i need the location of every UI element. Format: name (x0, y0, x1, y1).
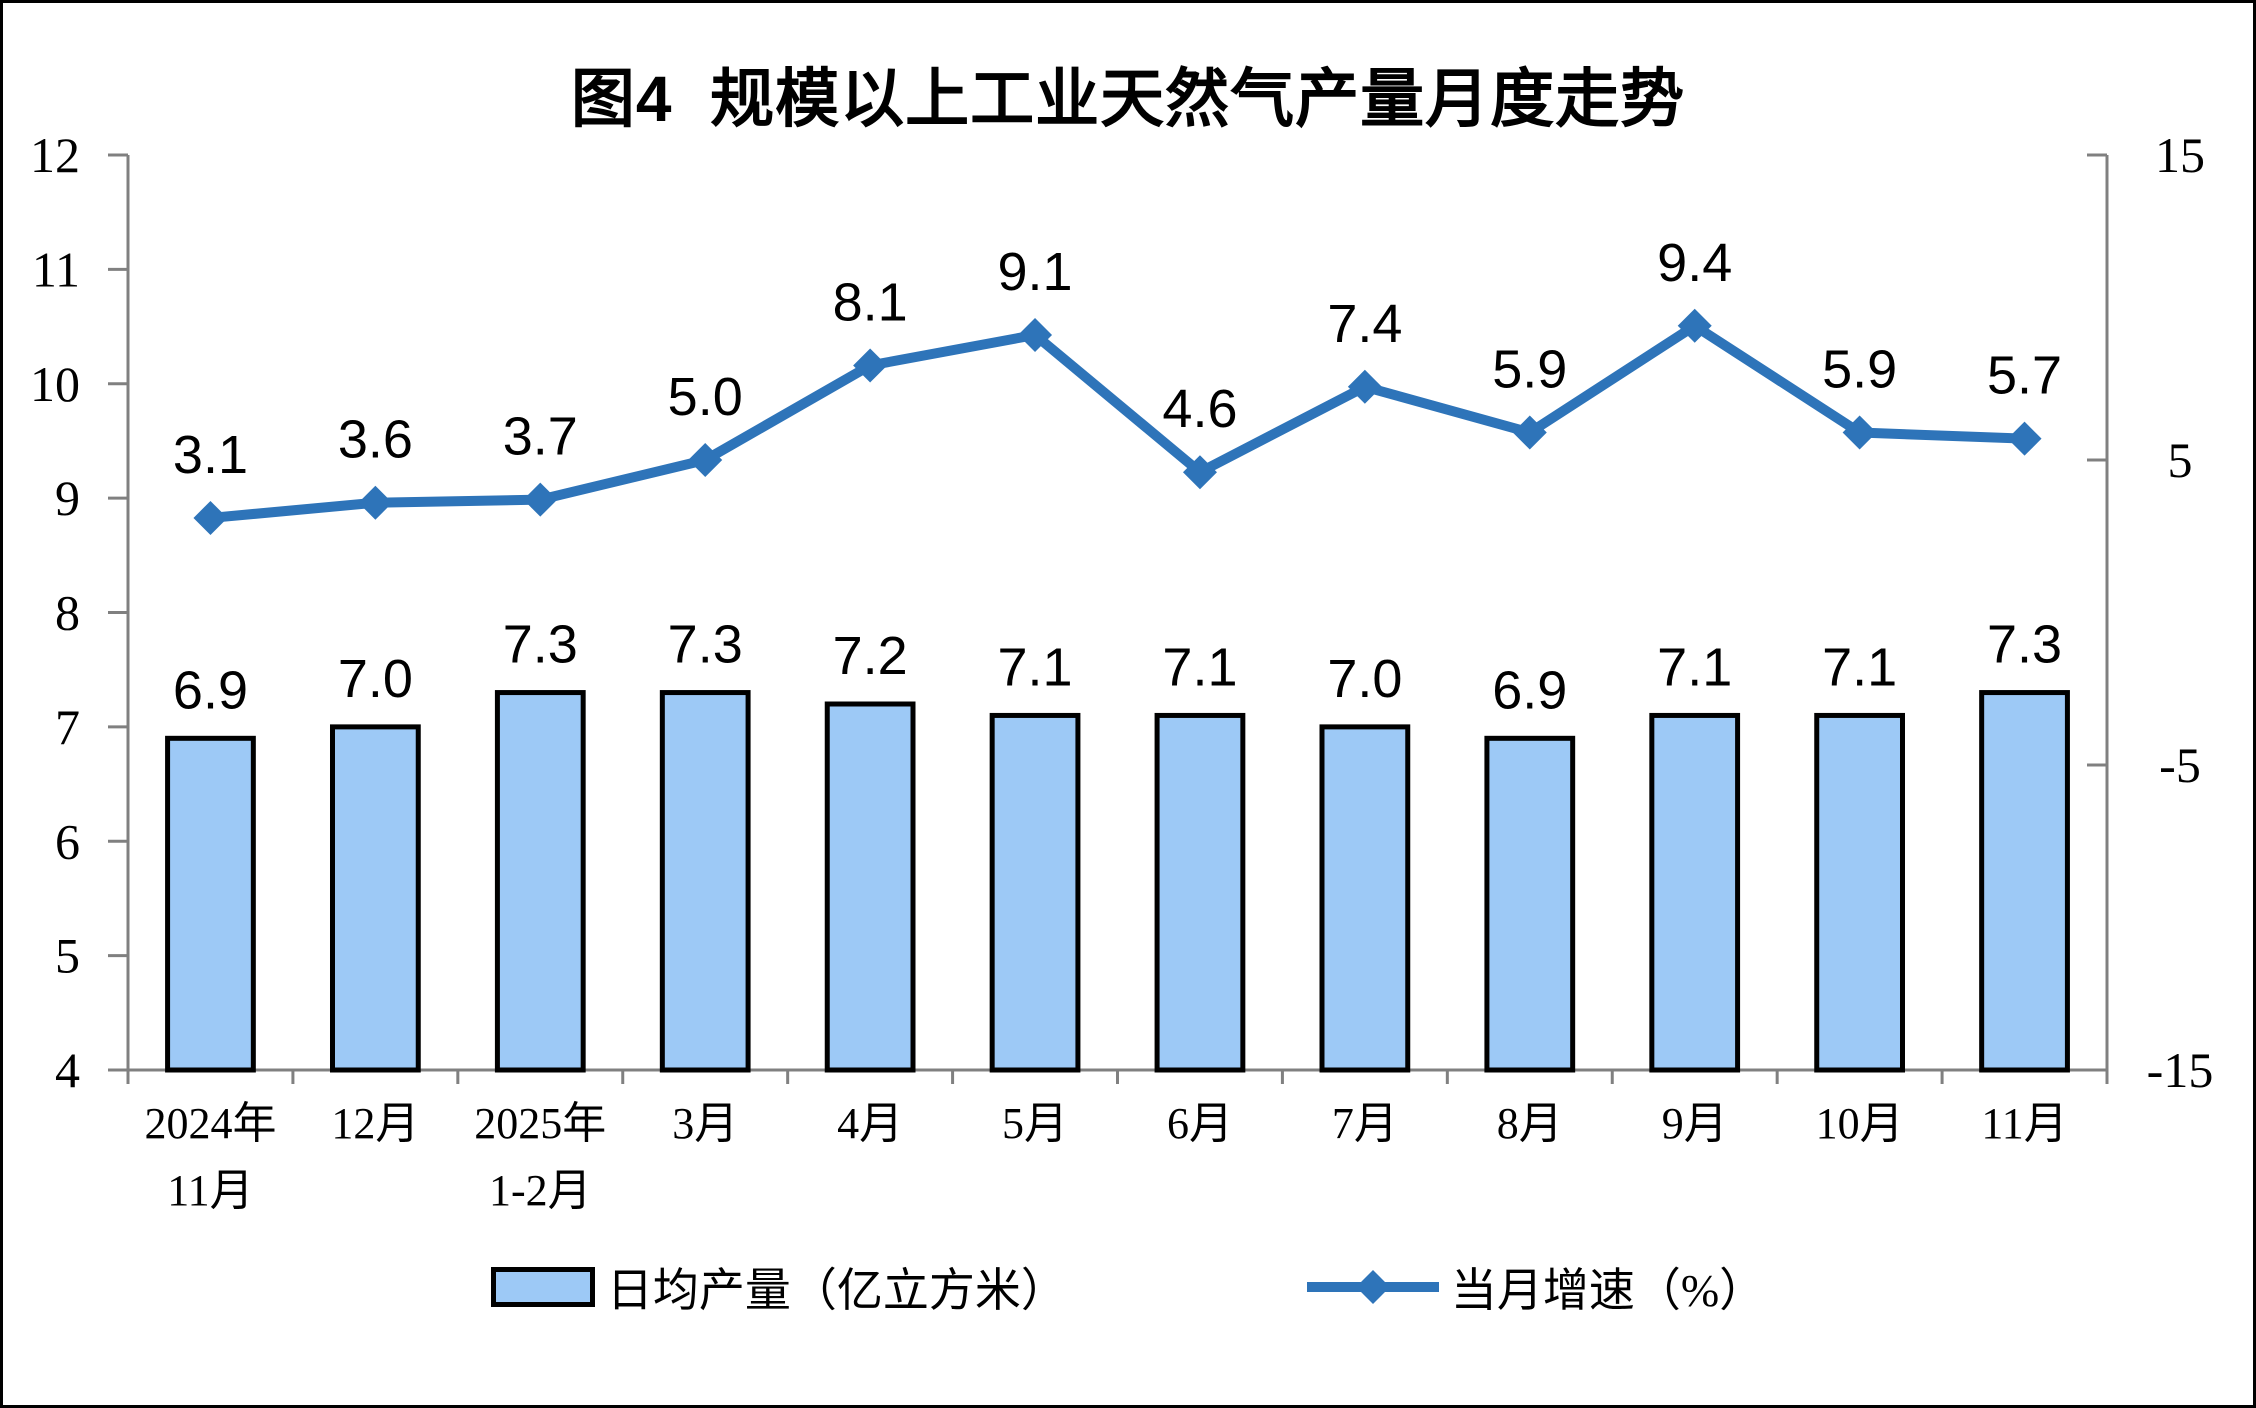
line-marker-diamond-icon (688, 443, 723, 477)
legend-item-growth-rate: 当月增速（%） (1306, 1254, 1766, 1320)
line-value-label: 3.6 (338, 410, 413, 470)
chart-canvas: 4 5 6 7 8 9 10 11 12 -15 -5 5 15 2024年 11月 12月 2025年 1-2月… (30, 127, 2214, 1215)
bar-daily-output (1979, 690, 2070, 1073)
bar-value-label: 7.3 (668, 615, 743, 675)
line-value-label: 9.4 (1657, 233, 1732, 293)
bar-value-label: 7.1 (998, 637, 1073, 697)
line-marker-diamond-icon (853, 348, 888, 383)
right-axis-tick-label: 15 (2155, 127, 2205, 183)
bar-daily-output (659, 690, 751, 1073)
bar-value-label: 7.3 (1987, 615, 2062, 675)
bar-value-label: 7.0 (338, 649, 413, 709)
left-axis-tick-label: 5 (55, 928, 80, 984)
bar-value-label: 7.2 (833, 626, 908, 686)
left-axis-tick-label: 11 (32, 241, 80, 297)
growth-rate-line (205, 320, 2030, 523)
bar-daily-output (494, 690, 586, 1073)
bar-daily-output (165, 735, 256, 1073)
bar-series-swatch-icon (490, 1267, 595, 1307)
left-axis-tick-label: 9 (55, 470, 80, 526)
x-axis-category-label: 5月 (1002, 1099, 1068, 1148)
bar-value-label: 7.1 (1822, 637, 1897, 697)
x-axis-category-label: 6月 (1167, 1099, 1233, 1148)
bar-daily-output (1484, 735, 1576, 1073)
left-axis-tick-label: 10 (30, 356, 80, 412)
line-value-label: 8.1 (833, 272, 908, 332)
x-axis-category-label: 2025年 1-2月 (474, 1099, 606, 1215)
line-marker-diamond-icon (1018, 317, 1053, 352)
bar-daily-output (1154, 712, 1246, 1073)
right-axis-tick-label: -15 (2147, 1042, 2214, 1098)
line-marker-diamond-icon (1677, 308, 1712, 343)
line-value-label: 9.1 (998, 242, 1073, 302)
legend-item-daily-output: 日均产量（亿立方米） (490, 1254, 1067, 1320)
bar-daily-output (1649, 712, 1741, 1073)
x-axis-category-label: 3月 (672, 1099, 738, 1148)
left-axis-tick-label: 4 (55, 1042, 80, 1098)
line-value-label: 5.9 (1822, 340, 1897, 400)
line-series-swatch-icon (1306, 1270, 1439, 1304)
line-value-label: 3.1 (173, 425, 248, 485)
line-marker-diamond-icon (1347, 369, 1382, 404)
bar-daily-output (989, 712, 1081, 1073)
left-axis-tick-label: 7 (55, 699, 80, 755)
bar-value-label: 6.9 (1492, 660, 1567, 720)
left-axis-tick-label: 12 (30, 127, 80, 183)
line-marker-diamond-icon (523, 482, 558, 517)
x-axis-category-label: 12月 (331, 1099, 419, 1148)
diamond-marker-icon (1355, 1270, 1390, 1304)
right-axis-tick-label: -5 (2159, 737, 2201, 793)
line-marker-diamond-icon (1182, 455, 1217, 490)
x-axis-category-label: 7月 (1332, 1099, 1398, 1148)
left-axis-tick-label: 6 (55, 813, 80, 869)
line-marker-diamond-icon (358, 485, 393, 520)
line-marker-diamond-icon (193, 500, 228, 535)
line-value-label: 5.9 (1492, 340, 1567, 400)
line-marker-diamond-icon (1842, 415, 1877, 450)
line-value-label: 5.7 (1987, 346, 2062, 406)
chart-legend: 日均产量（亿立方米） 当月增速（%） (0, 1254, 2256, 1320)
bar-daily-output (329, 724, 421, 1073)
legend-label-growth-rate: 当月增速（%） (1450, 1265, 1766, 1316)
line-marker-diamond-icon (2007, 421, 2042, 456)
bar-daily-output (1814, 712, 1906, 1073)
x-axis-category-label: 8月 (1497, 1099, 1563, 1148)
chart-title: 图4 规模以上工业天然气产量月度走势 (570, 63, 1686, 135)
line-value-label: 7.4 (1327, 294, 1402, 354)
x-axis-category-label: 4月 (837, 1099, 903, 1148)
bar-value-label: 7.0 (1327, 649, 1402, 709)
bar-value-label: 7.1 (1657, 637, 1732, 697)
line-value-label: 5.0 (668, 367, 743, 427)
bar-value-label: 7.1 (1162, 637, 1237, 697)
x-axis-category-label: 11月 (1981, 1099, 2067, 1148)
line-value-label: 4.6 (1162, 379, 1237, 439)
x-axis-category-label: 10月 (1816, 1099, 1904, 1148)
x-axis-category-label: 2024年 11月 (144, 1099, 276, 1215)
bar-value-label: 7.3 (503, 615, 578, 675)
right-axis-tick-label: 5 (2168, 432, 2193, 488)
x-axis-category-label: 9月 (1662, 1099, 1728, 1148)
bar-daily-output (824, 701, 916, 1073)
bar-value-label: 6.9 (173, 660, 248, 720)
line-value-label: 3.7 (503, 407, 578, 467)
line-marker-diamond-icon (1512, 415, 1547, 450)
legend-label-daily-output: 日均产量（亿立方米） (606, 1265, 1067, 1316)
bar-daily-output (1319, 724, 1411, 1073)
left-axis-tick-label: 8 (55, 585, 80, 641)
